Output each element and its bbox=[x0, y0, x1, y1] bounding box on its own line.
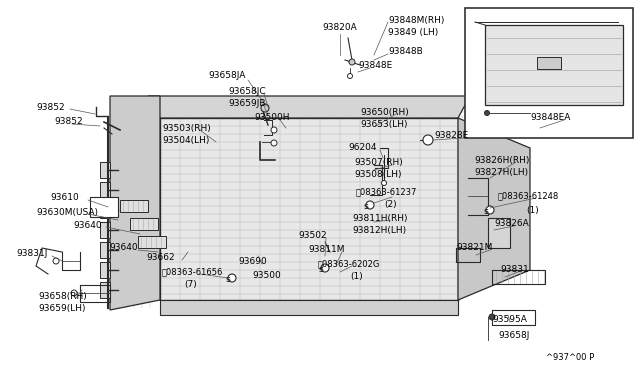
Text: 93848B: 93848B bbox=[388, 48, 423, 57]
Text: 93500H: 93500H bbox=[254, 113, 289, 122]
Text: S: S bbox=[225, 277, 230, 283]
Circle shape bbox=[53, 258, 59, 264]
Circle shape bbox=[423, 135, 433, 145]
Text: 93503(RH): 93503(RH) bbox=[162, 124, 211, 132]
Bar bbox=[100, 242, 110, 258]
Text: 93852: 93852 bbox=[54, 118, 83, 126]
Text: Ⓢ08363-6202G: Ⓢ08363-6202G bbox=[318, 260, 380, 269]
Text: (7): (7) bbox=[184, 279, 196, 289]
Polygon shape bbox=[138, 236, 166, 248]
Text: 93658(RH): 93658(RH) bbox=[38, 292, 87, 301]
Text: 93658J: 93658J bbox=[498, 330, 529, 340]
Text: 93826H(RH): 93826H(RH) bbox=[474, 155, 529, 164]
Circle shape bbox=[271, 127, 277, 133]
Bar bbox=[100, 222, 110, 238]
Text: 93650(RH): 93650(RH) bbox=[360, 108, 409, 116]
Polygon shape bbox=[160, 300, 458, 315]
Bar bbox=[100, 262, 110, 278]
Text: (1): (1) bbox=[350, 273, 363, 282]
Bar bbox=[100, 182, 110, 198]
Text: 93653(LH): 93653(LH) bbox=[360, 119, 408, 128]
Circle shape bbox=[271, 140, 277, 146]
Text: (2): (2) bbox=[384, 201, 397, 209]
Text: 93640: 93640 bbox=[109, 243, 138, 251]
Polygon shape bbox=[148, 96, 470, 118]
Circle shape bbox=[381, 180, 387, 186]
Circle shape bbox=[489, 314, 495, 320]
Text: 93820A: 93820A bbox=[322, 23, 356, 32]
Text: 93821M: 93821M bbox=[456, 244, 492, 253]
Text: 93828E: 93828E bbox=[434, 131, 468, 141]
Text: ^937^00 P: ^937^00 P bbox=[546, 353, 595, 362]
Text: 93504(LH): 93504(LH) bbox=[162, 135, 209, 144]
Text: 93508(LH): 93508(LH) bbox=[354, 170, 401, 180]
Text: 93849 (LH): 93849 (LH) bbox=[388, 28, 438, 36]
Text: 93659(LH): 93659(LH) bbox=[38, 304, 86, 312]
Circle shape bbox=[486, 206, 494, 214]
Text: 93610: 93610 bbox=[50, 192, 79, 202]
Circle shape bbox=[228, 274, 236, 282]
Text: 93658JA: 93658JA bbox=[208, 71, 245, 80]
Text: Ⓢ08363-61248: Ⓢ08363-61248 bbox=[498, 192, 559, 201]
Text: 93827H(LH): 93827H(LH) bbox=[474, 167, 528, 176]
Text: 93502: 93502 bbox=[298, 231, 326, 241]
Circle shape bbox=[349, 59, 355, 65]
Text: S: S bbox=[364, 204, 369, 210]
Bar bbox=[100, 202, 110, 218]
Text: 93811M: 93811M bbox=[308, 246, 344, 254]
Text: 93662: 93662 bbox=[146, 253, 175, 263]
Text: 93659JB: 93659JB bbox=[228, 99, 266, 109]
Text: S: S bbox=[483, 209, 488, 215]
Text: 93595A: 93595A bbox=[492, 315, 527, 324]
Text: 93848E: 93848E bbox=[358, 61, 392, 71]
Circle shape bbox=[71, 290, 77, 296]
Polygon shape bbox=[485, 25, 623, 105]
Text: 93848EA: 93848EA bbox=[530, 113, 570, 122]
Text: Ⓢ08363-61237: Ⓢ08363-61237 bbox=[356, 187, 417, 196]
Text: 93852: 93852 bbox=[36, 103, 65, 112]
Circle shape bbox=[348, 74, 353, 78]
Text: 93500: 93500 bbox=[252, 272, 281, 280]
Text: 93507(RH): 93507(RH) bbox=[354, 158, 403, 167]
Polygon shape bbox=[120, 200, 148, 212]
Text: 93848M(RH): 93848M(RH) bbox=[388, 16, 444, 25]
Text: 93630M(USA): 93630M(USA) bbox=[36, 208, 98, 217]
Text: 96204: 96204 bbox=[348, 144, 376, 153]
Bar bbox=[488, 218, 510, 248]
Bar bbox=[100, 282, 110, 298]
Circle shape bbox=[366, 201, 374, 209]
Bar bbox=[465, 8, 633, 138]
Polygon shape bbox=[110, 96, 160, 310]
Polygon shape bbox=[130, 218, 158, 230]
Circle shape bbox=[484, 110, 490, 115]
Text: 93811H(RH): 93811H(RH) bbox=[352, 214, 408, 222]
Circle shape bbox=[321, 264, 329, 272]
Text: 93658JC: 93658JC bbox=[228, 87, 266, 96]
Text: (1): (1) bbox=[526, 205, 539, 215]
Bar bbox=[537, 57, 561, 69]
Text: 93831J: 93831J bbox=[16, 250, 47, 259]
Text: 93690: 93690 bbox=[238, 257, 267, 266]
Text: 93812H(LH): 93812H(LH) bbox=[352, 225, 406, 234]
Bar bbox=[90, 197, 118, 217]
Polygon shape bbox=[458, 118, 530, 300]
Text: Ⓢ08363-61656: Ⓢ08363-61656 bbox=[162, 267, 223, 276]
Circle shape bbox=[261, 104, 269, 112]
Text: S: S bbox=[319, 267, 323, 273]
Text: 93826A: 93826A bbox=[494, 219, 529, 228]
Polygon shape bbox=[160, 118, 458, 300]
Text: 93831: 93831 bbox=[500, 266, 529, 275]
Bar bbox=[100, 162, 110, 178]
Text: 93640: 93640 bbox=[73, 221, 102, 230]
